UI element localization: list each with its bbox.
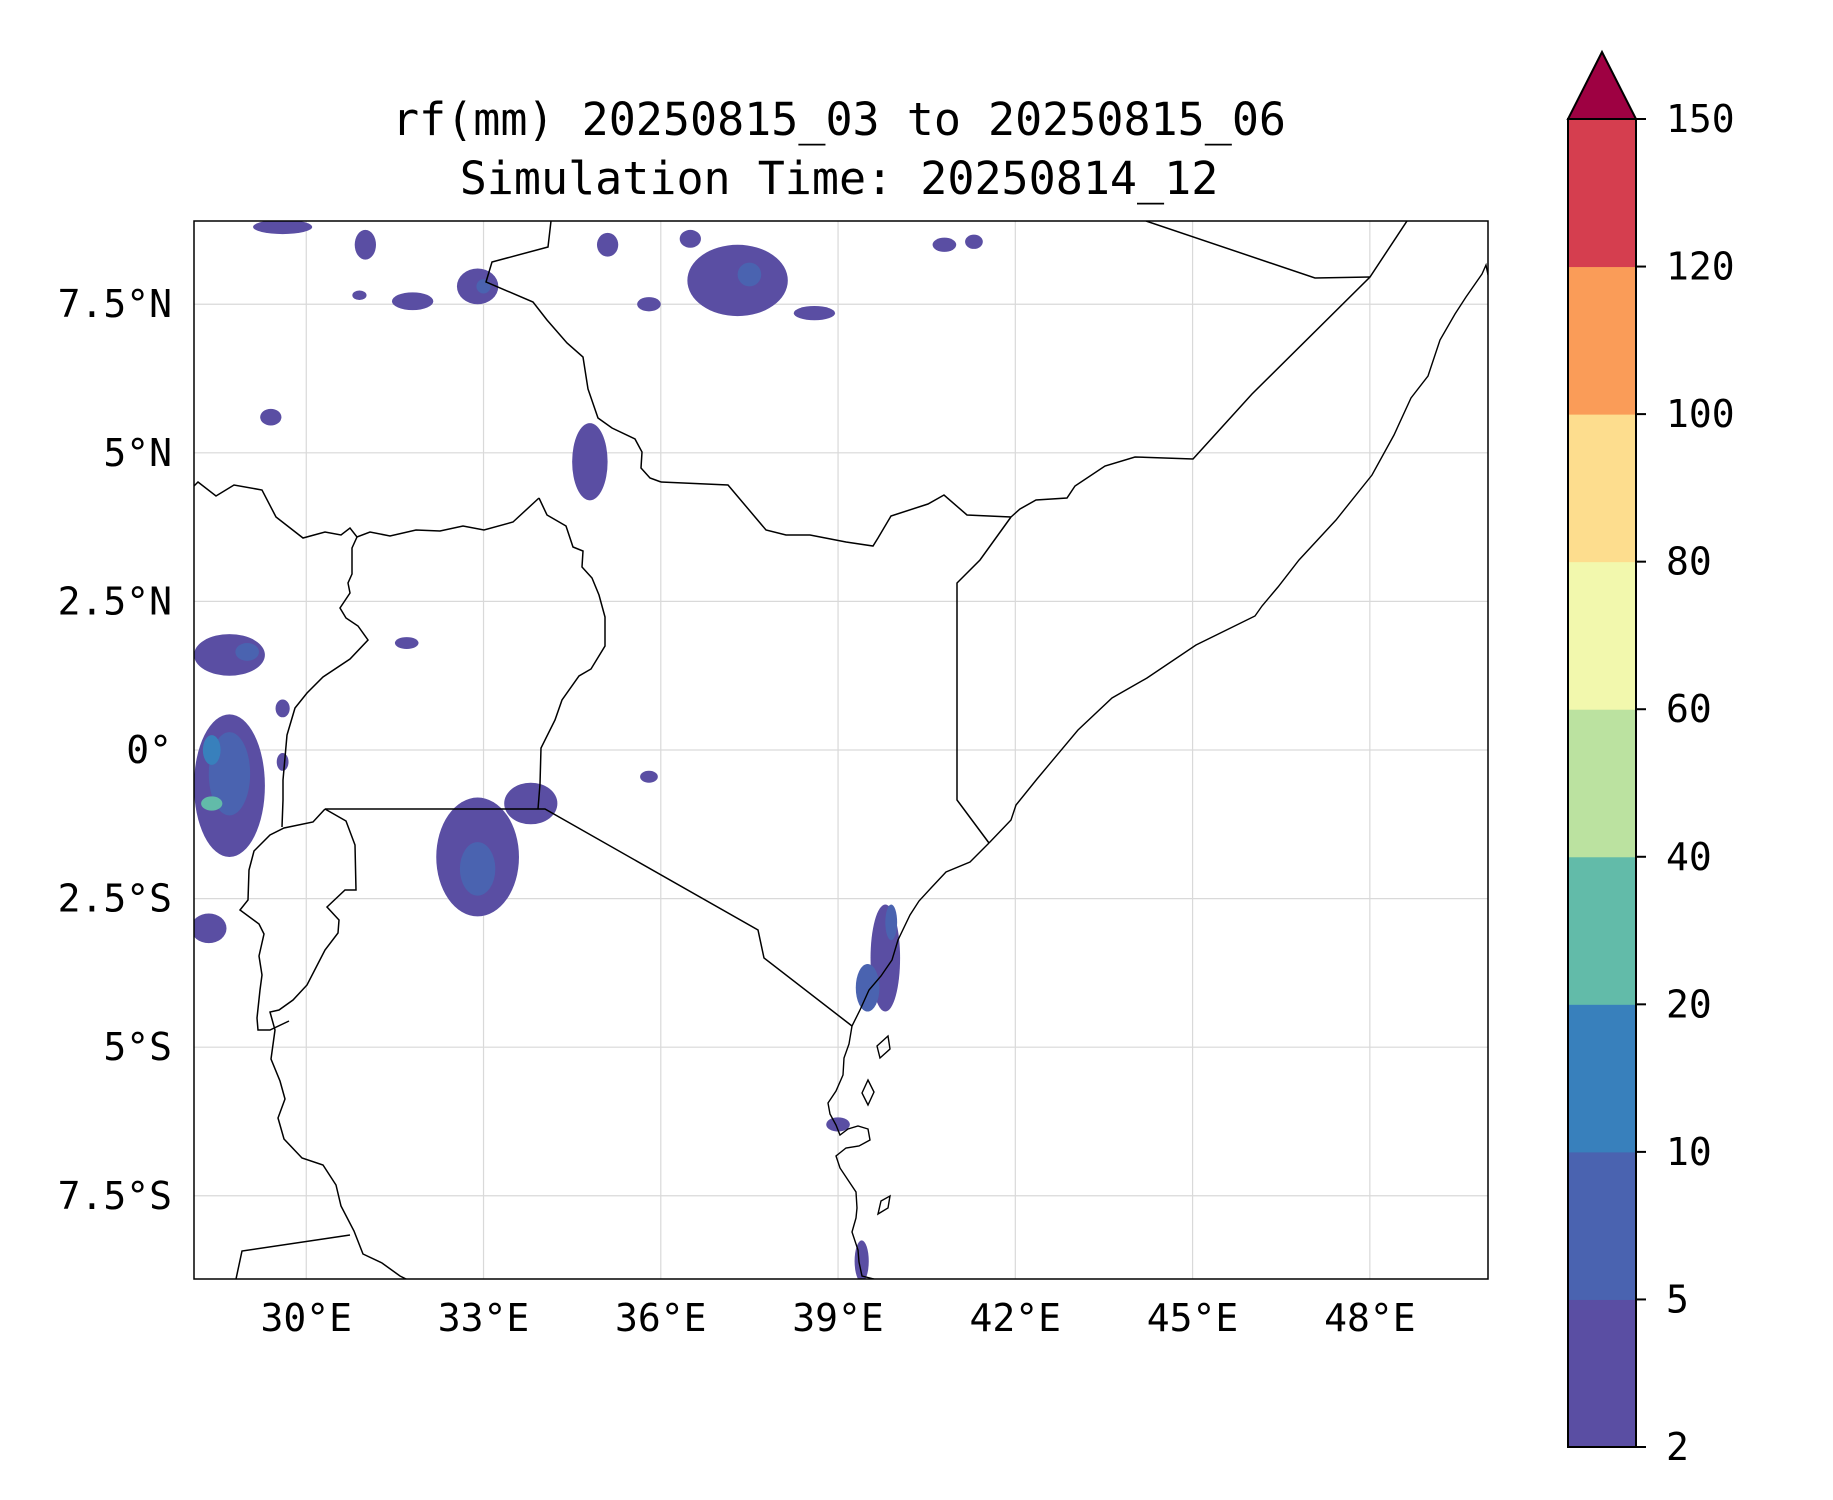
rain-area-15 bbox=[572, 423, 608, 501]
rain-area-9 bbox=[793, 305, 836, 321]
border-south-sudan-uganda bbox=[194, 481, 540, 539]
border-south-sudan-ethiopia bbox=[485, 221, 662, 483]
coastline-kenya-tanzania bbox=[851, 842, 990, 1027]
island-mafia bbox=[876, 1194, 891, 1216]
x-tick-label: 33°E bbox=[438, 1296, 530, 1340]
rain-area-30 bbox=[855, 963, 880, 1012]
colorbar-tick-label: 120 bbox=[1666, 245, 1735, 289]
colorbar-ticks: 2 5 10 20 40 60 80 100 120 150 bbox=[1636, 97, 1735, 1469]
rain-area-8 bbox=[737, 262, 762, 287]
colorbar-frame bbox=[1567, 118, 1637, 1448]
rain-area-21 bbox=[201, 796, 223, 811]
colorbar-tick-label: 80 bbox=[1666, 540, 1712, 584]
country-borders bbox=[194, 221, 1408, 1279]
map-area bbox=[193, 220, 1489, 1280]
chart-title-line-2: Simulation Time: 20250814_12 bbox=[460, 152, 1219, 205]
rain-area-6 bbox=[596, 232, 619, 257]
rain-area-32 bbox=[640, 770, 658, 783]
border-kenya-tanzania bbox=[538, 808, 853, 1027]
colorbar-segment-4 bbox=[1568, 709, 1636, 858]
rain-area-7 bbox=[687, 244, 788, 317]
x-tick-label: 45°E bbox=[1147, 1296, 1239, 1340]
y-tick-label: 7.5°S bbox=[58, 1174, 172, 1218]
rain-area-1 bbox=[354, 229, 376, 260]
island-zanzibar bbox=[861, 1078, 875, 1107]
rain-area-20 bbox=[202, 735, 221, 765]
y-tick-label: 5°S bbox=[103, 1025, 172, 1069]
border-ethiopia-somalia bbox=[1010, 221, 1408, 518]
colorbar: 2 5 10 20 40 60 80 100 120 150 bbox=[1566, 49, 1735, 1469]
colorbar-segments bbox=[1568, 119, 1636, 1448]
border-tanzania-burundi-drc bbox=[269, 808, 408, 1279]
border-kenya-somalia bbox=[956, 516, 1012, 844]
colorbar-tick-label: 20 bbox=[1666, 982, 1712, 1026]
rain-area-23 bbox=[394, 637, 419, 649]
colorbar-tick-label: 40 bbox=[1666, 835, 1712, 879]
x-axis: 30°E 33°E 36°E 39°E 42°E 45°E 48°E bbox=[261, 1296, 1416, 1340]
y-tick-label: 0° bbox=[126, 728, 172, 772]
rain-area-33 bbox=[826, 1117, 850, 1132]
y-axis: 7.5°N 5°N 2.5°N 0° 2.5°S 5°S 7.5°S bbox=[58, 282, 172, 1218]
rain-area-28 bbox=[459, 842, 496, 896]
border-kenya-uganda bbox=[537, 497, 606, 810]
map-frame bbox=[193, 220, 1489, 1280]
rain-area-12 bbox=[965, 234, 983, 249]
x-tick-label: 30°E bbox=[261, 1296, 353, 1340]
colorbar-tick-label: 10 bbox=[1666, 1130, 1712, 1174]
rain-area-0 bbox=[253, 221, 313, 235]
border-ethiopia-djibouti bbox=[1145, 221, 1371, 279]
x-tick-label: 48°E bbox=[1324, 1296, 1416, 1340]
x-tick-label: 39°E bbox=[792, 1296, 884, 1340]
island-pemba bbox=[876, 1034, 891, 1060]
colorbar-tick-label: 2 bbox=[1666, 1425, 1689, 1469]
colorbar-tick-label: 100 bbox=[1666, 392, 1735, 436]
rain-area-17 bbox=[235, 643, 259, 661]
colorbar-tick-label: 150 bbox=[1666, 97, 1735, 141]
colorbar-segment-2 bbox=[1568, 1004, 1636, 1153]
y-tick-label: 5°N bbox=[103, 431, 172, 475]
y-tick-label: 2.5°N bbox=[58, 579, 172, 623]
colorbar-tick-label: 60 bbox=[1666, 687, 1712, 731]
rain-area-11 bbox=[932, 237, 957, 252]
x-tick-label: 42°E bbox=[970, 1296, 1062, 1340]
rain-area-22 bbox=[194, 913, 227, 944]
chart-title-line-1: rf(mm) 20250815_03 to 20250815_06 bbox=[392, 93, 1286, 146]
colorbar-segment-3 bbox=[1568, 856, 1636, 1005]
coastline-somalia bbox=[988, 262, 1488, 844]
colorbar-segment-6 bbox=[1568, 414, 1636, 563]
border-ethiopia-kenya bbox=[660, 481, 1012, 547]
rain-area-4 bbox=[391, 292, 434, 311]
colorbar-extend-arrow bbox=[1566, 49, 1638, 120]
rain-area-14 bbox=[260, 408, 282, 426]
colorbar-segment-7 bbox=[1568, 266, 1636, 415]
y-tick-label: 2.5°S bbox=[58, 877, 172, 921]
rain-area-5 bbox=[352, 290, 367, 301]
colorbar-segment-8 bbox=[1568, 119, 1636, 268]
rain-area-31 bbox=[885, 904, 898, 941]
rain-area-3 bbox=[476, 279, 491, 294]
rain-area-25 bbox=[276, 752, 289, 771]
rain-area-13 bbox=[637, 297, 661, 312]
colorbar-segment-5 bbox=[1568, 561, 1636, 710]
x-tick-label: 36°E bbox=[615, 1296, 707, 1340]
y-tick-label: 7.5°N bbox=[58, 282, 172, 326]
border-uganda-drc bbox=[281, 536, 369, 828]
rain-area-10 bbox=[679, 229, 701, 248]
colorbar-segment-0 bbox=[1568, 1299, 1636, 1448]
border-tanzania-zambia bbox=[235, 1234, 351, 1279]
coastlines bbox=[827, 262, 1488, 1279]
colorbar-segment-1 bbox=[1568, 1151, 1636, 1300]
border-rwanda-burundi bbox=[238, 808, 326, 1031]
colorbar-tick-label: 5 bbox=[1666, 1277, 1689, 1321]
rain-area-24 bbox=[275, 699, 290, 718]
coastline-tanzania-south bbox=[827, 1025, 875, 1279]
rain-area-27 bbox=[504, 782, 558, 825]
